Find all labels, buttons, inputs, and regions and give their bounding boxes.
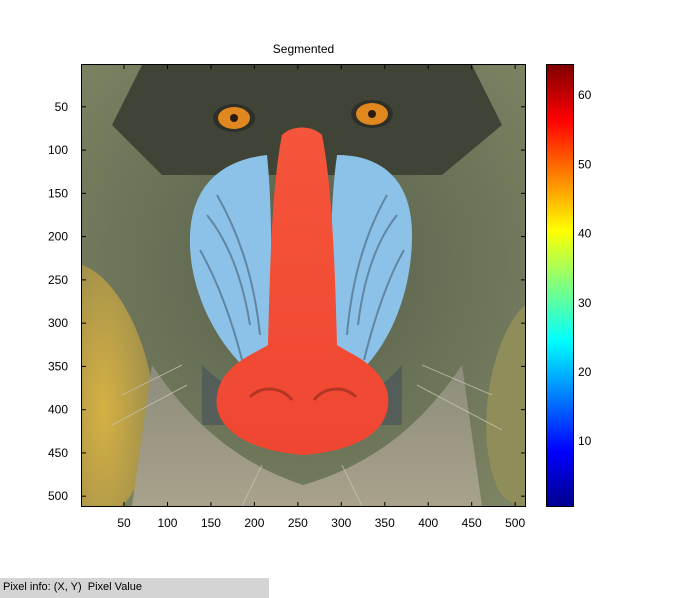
x-axis-ticks: 50 100 150 200 250 300 350 400 450 500	[117, 64, 525, 530]
x-tick-label: 100	[157, 516, 177, 530]
y-tick-label: 500	[48, 489, 68, 503]
axes-title: Segmented	[272, 42, 335, 56]
colorbar-tick-label: 10	[578, 434, 592, 448]
colorbar-tick-label: 50	[578, 157, 592, 171]
x-tick-label: 350	[375, 516, 395, 530]
y-tick-label: 400	[48, 403, 68, 417]
x-tick-label: 250	[288, 516, 308, 530]
x-tick-label: 50	[117, 516, 131, 530]
y-tick-label: 200	[48, 230, 68, 244]
y-tick-label: 150	[48, 186, 68, 200]
x-tick-label: 150	[201, 516, 221, 530]
y-tick-label: 450	[48, 446, 68, 460]
x-tick-label: 200	[244, 516, 264, 530]
colorbar-tick-label: 40	[578, 227, 592, 241]
y-tick-label: 350	[48, 359, 68, 373]
colorbar-tick-label: 30	[578, 296, 592, 310]
x-tick-label: 500	[505, 516, 525, 530]
segmented-image[interactable]	[81, 64, 526, 507]
mandrill-segmented-picture	[82, 65, 525, 506]
colorbar-gradient	[547, 65, 573, 506]
y-tick-label: 50	[55, 100, 69, 114]
y-tick-label: 100	[48, 143, 68, 157]
y-tick-label: 300	[48, 316, 68, 330]
colorbar-tick-label: 20	[578, 365, 592, 379]
colorbar[interactable]	[546, 64, 574, 507]
y-axis-ticks: 50 100 150 200 250 300 350 400 450 500	[48, 100, 526, 503]
colorbar-tick-label: 60	[578, 88, 592, 102]
x-tick-label: 400	[418, 516, 438, 530]
colorbar-ticks: 10 20 30 40 50 60	[546, 88, 592, 448]
y-tick-label: 250	[48, 273, 68, 287]
pixel-info-statusbar: Pixel info: (X, Y) Pixel Value	[0, 578, 269, 598]
x-tick-label: 450	[462, 516, 482, 530]
x-tick-label: 300	[331, 516, 351, 530]
